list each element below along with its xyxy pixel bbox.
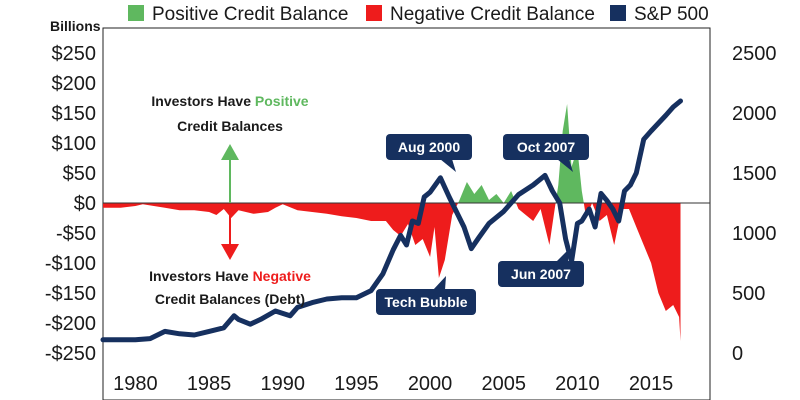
callout-tech-bubble: Tech Bubble: [376, 276, 476, 315]
y-unit-label: Billions: [50, 18, 101, 34]
x-axis-ticks: 1980 1985 1990 1995 2000 2005 2010 2015: [113, 373, 673, 395]
svg-text:Tech Bubble: Tech Bubble: [385, 294, 468, 310]
legend-swatch-negative: [366, 5, 382, 21]
annotation-negative-line2: Credit Balances (Debt): [155, 291, 305, 307]
x-tick-label: 1980: [113, 373, 158, 395]
x-tick-label: 2010: [555, 373, 600, 395]
annotation-positive-line1: Investors Have Positive: [151, 93, 308, 109]
right-tick-label: 1000: [732, 223, 777, 245]
positive-credit-area: [458, 182, 504, 203]
legend: Positive Credit Balance Negative Credit …: [128, 4, 709, 25]
sp500-line: [100, 98, 683, 343]
negative-credit-area: [516, 203, 556, 245]
callout-jun-2007: Jun 2007: [498, 250, 584, 287]
left-tick-label: $250: [52, 43, 97, 65]
left-tick-label: -$100: [45, 253, 96, 275]
left-tick-label: $200: [52, 73, 97, 95]
annotation-negative: Investors Have Negative Credit Balances …: [149, 204, 311, 307]
left-tick-label: $100: [52, 133, 97, 155]
right-tick-label: 2000: [732, 103, 777, 125]
callout-oct-2007: Oct 2007: [503, 134, 589, 172]
left-tick-label: -$150: [45, 283, 96, 305]
svg-text:Aug 2000: Aug 2000: [398, 139, 460, 155]
right-tick-label: 0: [732, 343, 743, 365]
legend-swatch-sp500: [610, 5, 626, 21]
left-tick-label: $50: [63, 163, 96, 185]
annotation-negative-arrowhead: [221, 244, 239, 260]
x-tick-label: 1985: [187, 373, 232, 395]
x-tick-label: 2000: [408, 373, 453, 395]
legend-label-positive: Positive Credit Balance: [152, 4, 348, 25]
left-tick-label: -$50: [56, 223, 96, 245]
left-axis-ticks: $250 $200 $150 $100 $50 $0 -$50 -$100 -$150 -$200…: [45, 43, 96, 365]
legend-label-negative: Negative Credit Balance: [390, 4, 595, 25]
left-tick-label: -$250: [45, 343, 96, 365]
right-tick-label: 500: [732, 283, 765, 305]
annotation-positive-line2: Credit Balances: [177, 118, 283, 134]
annotation-negative-line1: Investors Have Negative: [149, 268, 311, 284]
right-tick-label: 2500: [732, 43, 777, 65]
annotation-positive-arrowhead: [221, 144, 239, 160]
x-tick-label: 1990: [260, 373, 305, 395]
legend-swatch-positive: [128, 5, 144, 21]
plot-frame: [102, 27, 711, 400]
left-tick-label: $150: [52, 103, 97, 125]
svg-text:Oct 2007: Oct 2007: [517, 139, 576, 155]
right-tick-label: 1500: [732, 163, 777, 185]
legend-label-sp500: S&P 500: [634, 4, 709, 25]
negative-credit-area: [592, 203, 681, 341]
x-tick-label: 1995: [334, 373, 379, 395]
x-tick-label: 2015: [629, 373, 674, 395]
x-tick-label: 2005: [481, 373, 526, 395]
right-axis-ticks: 2500 2000 1500 1000 500 0: [732, 43, 777, 365]
left-tick-label: $0: [74, 193, 96, 215]
annotation-positive: Investors Have Positive Credit Balances: [151, 93, 309, 203]
left-tick-label: -$200: [45, 313, 96, 335]
callout-aug-2000: Aug 2000: [386, 134, 472, 172]
svg-text:Jun 2007: Jun 2007: [511, 266, 571, 282]
